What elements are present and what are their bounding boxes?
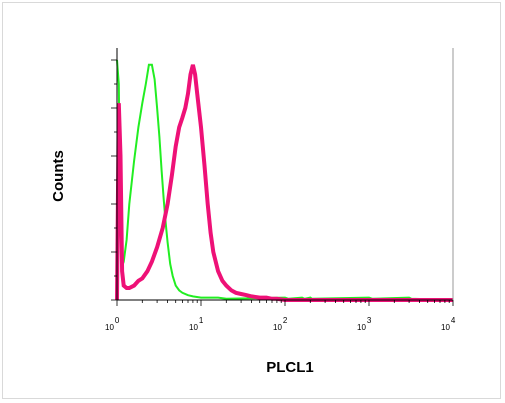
x-tick-label: 102 [273, 316, 288, 332]
x-axis-title: PLCL1 [266, 359, 314, 376]
series-layer [115, 59, 454, 302]
x-tick-label: 101 [189, 316, 204, 332]
x-tick-label: 100 [105, 316, 120, 332]
x-tick-label: 104 [441, 316, 456, 332]
plot-area [117, 48, 453, 300]
x-ticks: 100 101 102 103 104 [105, 300, 456, 332]
series-line-2 [115, 64, 453, 302]
x-tick-label: 103 [357, 316, 372, 332]
y-ticks [111, 59, 117, 301]
y-axis-title: Counts [50, 150, 67, 202]
